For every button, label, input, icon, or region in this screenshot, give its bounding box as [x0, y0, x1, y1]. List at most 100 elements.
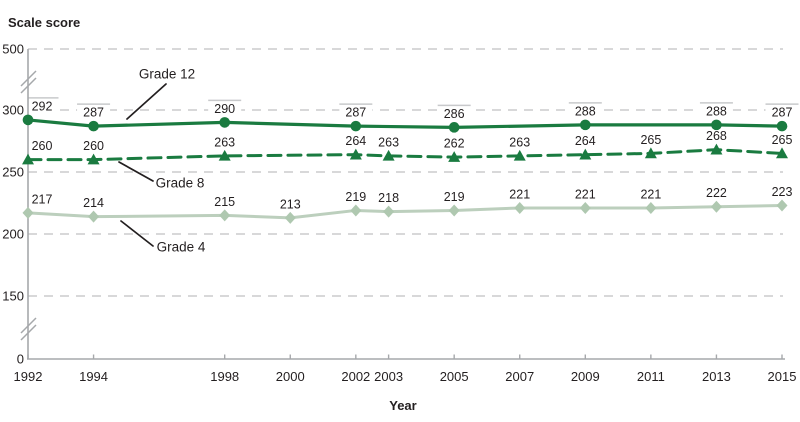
- x-tick-label-2013: 2013: [702, 369, 731, 384]
- data-label: 264: [345, 134, 366, 148]
- data-labels-layer: 292 287 290 287 286 288 288 287 260 260 263 264 263 2…: [32, 99, 793, 211]
- x-tick-label-2000: 2000: [276, 369, 305, 384]
- marker-triangle: [22, 153, 34, 165]
- marker-diamond: [710, 200, 722, 213]
- axis-break-upper-slash-2: [20, 77, 37, 94]
- x-tick-label-2015: 2015: [768, 369, 797, 384]
- marker-diamond: [645, 201, 657, 214]
- series-line: [26, 118, 784, 129]
- callout-grade-12: Grade 12: [126, 67, 195, 120]
- data-label: 262: [444, 137, 465, 151]
- data-label: 219: [444, 190, 465, 204]
- data-label: 260: [83, 139, 104, 153]
- y-tick-label-0: 0: [17, 352, 24, 367]
- marker-triangle: [579, 148, 592, 160]
- data-label: 265: [772, 133, 793, 147]
- marker-circle: [776, 120, 788, 132]
- marker-diamond: [383, 205, 395, 218]
- marker-triangle: [218, 149, 231, 161]
- callout-line: [118, 161, 154, 182]
- label-halo: [568, 102, 602, 119]
- callout-label: Grade 4: [157, 240, 206, 255]
- label-halo: [28, 97, 59, 114]
- callout-label: Grade 8: [156, 176, 205, 191]
- marker-triangle: [448, 151, 461, 162]
- label-halos-layer: [28, 97, 799, 121]
- x-tick-label-2005: 2005: [440, 369, 469, 384]
- data-label: 287: [83, 106, 104, 120]
- axes-layer: 1992 1994 1998 2000 2002 2003 2005 2007 2009 2011…: [2, 42, 796, 385]
- gridlines-layer: [28, 48, 783, 297]
- data-label: 265: [640, 133, 661, 147]
- axis-break-upper-slash-1: [20, 70, 37, 87]
- label-halo: [77, 104, 111, 120]
- marker-circle: [448, 122, 460, 133]
- marker-circle: [350, 120, 362, 132]
- data-label: 219: [345, 190, 366, 204]
- data-label: 263: [509, 135, 530, 149]
- series-line: [26, 148, 784, 162]
- marker-diamond: [350, 204, 362, 217]
- marker-circle: [88, 120, 99, 132]
- label-halo: [765, 104, 799, 120]
- callout-grade-8: Grade 8: [118, 161, 205, 191]
- data-label: 217: [32, 192, 53, 206]
- axis-breaks-layer: [20, 70, 37, 341]
- series-grade-8: [22, 143, 788, 165]
- marker-triangle: [776, 147, 788, 159]
- x-tick-label-2007: 2007: [505, 369, 534, 384]
- x-tick-label-2009: 2009: [571, 369, 600, 384]
- marker-circle: [22, 114, 34, 126]
- y-tick-label-200: 200: [2, 227, 24, 242]
- x-axis-title: Year: [389, 398, 416, 413]
- label-halo: [339, 104, 373, 120]
- marker-triangle: [87, 153, 100, 165]
- data-label: 221: [575, 187, 596, 201]
- marker-circle: [711, 119, 722, 131]
- label-halo: [208, 100, 242, 116]
- axis-break-lower-slash-2: [20, 324, 37, 341]
- label-halo: [699, 102, 733, 119]
- marker-diamond: [88, 210, 100, 223]
- data-label: 286: [444, 107, 465, 121]
- callouts-layer: Grade 12 Grade 8 Grade 4: [118, 67, 206, 255]
- marker-triangle: [382, 149, 395, 161]
- marker-diamond: [448, 204, 460, 217]
- data-label: 268: [706, 129, 727, 143]
- y-axis-title: Scale score: [8, 15, 80, 30]
- data-label: 218: [378, 191, 399, 205]
- marker-diamond: [219, 209, 231, 222]
- data-label: 287: [772, 106, 793, 120]
- x-tick-label-1994: 1994: [79, 369, 108, 384]
- x-tick-label-2011: 2011: [637, 369, 665, 384]
- marker-circle: [219, 117, 230, 128]
- data-label: 213: [280, 197, 301, 211]
- data-label: 287: [345, 106, 366, 120]
- marker-triangle: [644, 147, 657, 159]
- y-tick-label-300: 300: [2, 103, 24, 118]
- data-label: 221: [640, 187, 661, 201]
- axis-break-lower-slash-1: [20, 317, 37, 334]
- series-layer: [22, 114, 788, 224]
- callout-grade-4: Grade 4: [120, 220, 206, 255]
- data-label: 215: [214, 195, 235, 209]
- callout-line: [120, 220, 154, 247]
- marker-triangle: [349, 148, 362, 160]
- series-line: [26, 203, 784, 220]
- marker-diamond: [579, 201, 591, 214]
- marker-diamond: [22, 206, 34, 219]
- data-label: 288: [706, 104, 727, 118]
- x-tick-label-1998: 1998: [210, 369, 239, 384]
- callout-line: [126, 83, 167, 120]
- marker-diamond: [284, 211, 296, 224]
- marker-diamond: [514, 201, 526, 214]
- data-label: 260: [32, 139, 53, 153]
- series-grade-4: [22, 199, 788, 224]
- x-tick-label-1992: 1992: [14, 369, 43, 384]
- data-label: 263: [378, 135, 399, 149]
- callout-label: Grade 12: [139, 67, 195, 82]
- marker-triangle: [710, 143, 723, 155]
- y-tick-label-500: 500: [2, 42, 24, 57]
